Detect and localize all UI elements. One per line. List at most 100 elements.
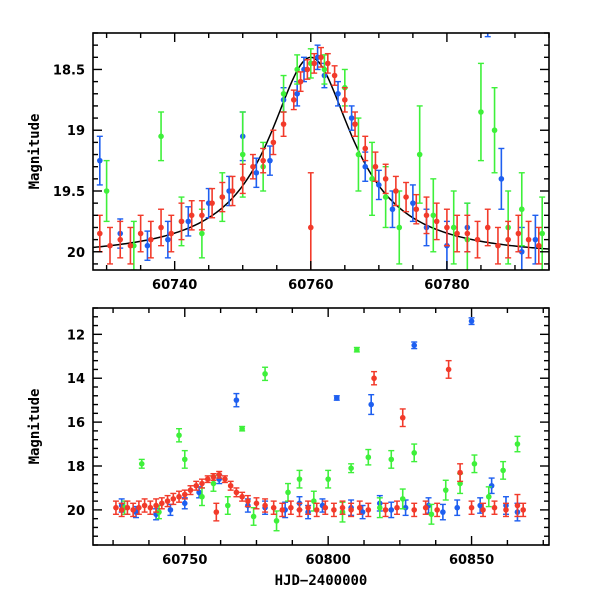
bottom-red-point: [239, 493, 245, 500]
top-green-point: [396, 224, 403, 231]
bottom-series-red: [112, 359, 527, 522]
bottom-red-point: [434, 507, 440, 513]
top-red-point: [403, 194, 409, 200]
bottom-red-point: [356, 504, 363, 511]
top-green-point: [103, 188, 110, 194]
top-x-tick-label: 60780: [424, 278, 469, 293]
bottom-red-point: [159, 500, 165, 507]
bottom-green-point: [325, 476, 331, 482]
top-red-point: [239, 176, 246, 182]
top-red-point: [342, 97, 348, 103]
top-green-point: [416, 151, 423, 158]
top-red-point: [250, 163, 256, 170]
top-red-point: [311, 60, 317, 67]
bottom-red-point: [288, 504, 294, 511]
top-x-tick-label: 60740: [152, 278, 197, 293]
top-blue-point: [253, 169, 260, 176]
bottom-green-point: [138, 461, 145, 467]
top-blue-point: [144, 242, 151, 249]
top-red-point: [178, 218, 185, 225]
bottom-green-point: [224, 502, 231, 509]
bottom-red-point: [181, 491, 188, 498]
top-panel: 60740 60760 60780 18.5 19 19.5 20 Magnitude: [27, 24, 550, 293]
top-red-point: [107, 242, 113, 249]
top-red-point: [304, 66, 311, 73]
top-axes-frame: [92, 32, 550, 271]
top-green-point: [478, 109, 484, 115]
bottom-red-point: [210, 474, 217, 480]
bottom-y-tick-label: 20: [67, 504, 85, 519]
bottom-green-point: [399, 496, 406, 502]
bottom-x-axis-title: HJD−2400000: [275, 573, 368, 589]
top-blue-point: [485, 24, 491, 30]
bottom-red-point: [136, 504, 142, 511]
bottom-red-point: [262, 502, 268, 509]
bottom-blue-point: [488, 482, 495, 489]
bottom-red-point: [216, 471, 222, 478]
top-x-tick-label: 60760: [288, 278, 333, 293]
top-green-point: [199, 230, 205, 237]
top-red-point: [209, 200, 215, 206]
bottom-blue-point: [181, 500, 188, 507]
bottom-green-point: [485, 493, 492, 500]
top-red-point: [413, 206, 420, 213]
bottom-axes-frame: [92, 307, 550, 546]
bottom-red-point: [411, 507, 418, 513]
bottom-green-point: [457, 480, 463, 487]
top-blue-point: [376, 182, 382, 188]
bottom-red-point: [399, 414, 406, 421]
top-red-point: [297, 78, 304, 85]
bottom-red-point: [457, 469, 463, 476]
bottom-red-point: [348, 507, 354, 513]
bottom-green-point: [514, 441, 521, 447]
top-red-point: [433, 218, 440, 225]
bottom-red-point: [213, 509, 220, 515]
top-red-point: [117, 236, 124, 243]
bottom-green-point: [354, 346, 360, 353]
top-green-point: [294, 66, 300, 73]
top-red-point: [199, 212, 205, 219]
top-blue-point: [97, 157, 103, 164]
bottom-red-point: [233, 489, 240, 496]
top-red-point: [525, 236, 532, 243]
bottom-red-point: [153, 502, 159, 509]
top-green-point: [491, 127, 498, 134]
top-green-point: [450, 224, 457, 231]
bottom-blue-point: [388, 507, 395, 513]
bottom-red-point: [130, 507, 136, 513]
top-blue-point: [498, 176, 505, 182]
top-y-tick-label: 19: [67, 124, 85, 139]
bottom-red-point: [118, 507, 125, 513]
top-red-point: [454, 230, 460, 237]
top-red-point: [148, 236, 154, 243]
top-blue-point: [389, 206, 396, 213]
top-blue-point: [294, 90, 300, 97]
top-red-point: [260, 157, 266, 164]
top-red-point: [535, 242, 542, 249]
top-red-point: [188, 212, 195, 219]
bottom-green-point: [285, 489, 291, 496]
bottom-red-point: [371, 375, 377, 382]
bottom-red-point: [339, 504, 346, 511]
top-red-point: [495, 242, 501, 249]
bottom-green-point: [471, 461, 478, 467]
top-blue-point: [362, 163, 369, 170]
bottom-green-point: [411, 450, 418, 456]
bottom-y-tick-label: 18: [67, 460, 85, 475]
bottom-blue-point: [233, 397, 240, 403]
top-red-point: [280, 121, 287, 127]
bottom-red-point: [193, 482, 200, 489]
top-series-red: [96, 46, 542, 270]
bottom-red-point: [394, 504, 400, 511]
bottom-series-green: [121, 346, 521, 532]
top-series-blue: [96, 24, 539, 270]
bottom-red-point: [227, 482, 234, 489]
bottom-x-tick-label: 60800: [306, 553, 351, 568]
bottom-red-point: [382, 507, 389, 513]
bottom-y-tick-label: 12: [67, 328, 85, 343]
bottom-red-point: [322, 504, 329, 511]
top-red-point: [325, 60, 331, 67]
bottom-green-point: [199, 493, 205, 500]
bottom-y-tick-label: 16: [67, 416, 85, 431]
bottom-green-point: [428, 511, 435, 518]
